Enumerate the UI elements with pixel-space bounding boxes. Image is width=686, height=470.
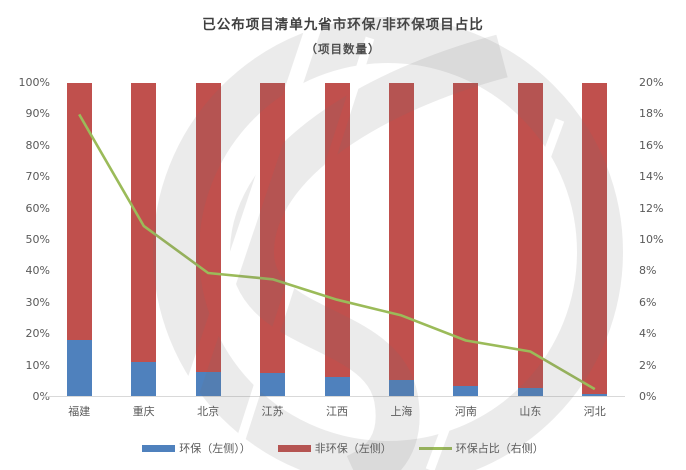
stacked-bar	[66, 83, 92, 397]
bar-segment-env	[453, 386, 479, 397]
axis-tick-label: 90%	[25, 107, 50, 121]
legend-bar-swatch-icon	[142, 444, 176, 452]
bar-segment-env	[260, 373, 286, 397]
axis-tick-label: 18%	[639, 107, 664, 121]
legend-item: 环保占比（右侧）	[418, 440, 544, 456]
axis-tick-label: 70%	[25, 170, 50, 184]
axis-tick-label: 10%	[25, 358, 50, 372]
stacked-bar	[517, 83, 543, 397]
stacked-bar	[324, 83, 350, 397]
bar-segment-env	[324, 377, 350, 397]
axis-tick-label: 6%	[639, 295, 657, 309]
category-label: 河南	[454, 405, 477, 418]
legend: 环保（左侧）） 非环保（左侧） 环保占比（右侧）	[0, 440, 686, 456]
bar-segment-non-env	[324, 83, 350, 378]
legend-line-swatch-icon	[418, 446, 452, 450]
legend-label: 环保（左侧））	[179, 442, 251, 455]
bar-segment-non-env	[260, 83, 286, 374]
bar-segment-non-env	[131, 83, 157, 363]
bar-segment-env	[195, 371, 221, 397]
axis-tick-label: 100%	[18, 76, 50, 89]
axis-tick-label: 0%	[639, 390, 657, 403]
chart-title: 已公布项目清单九省市环保/非环保项目占比	[202, 17, 484, 33]
plot-area	[47, 83, 627, 397]
category-label: 福建	[68, 405, 91, 418]
stacked-bar	[453, 83, 479, 397]
axis-tick-label: 50%	[25, 233, 50, 246]
axis-tick-label: 20%	[639, 76, 664, 89]
category-label: 重庆	[132, 405, 155, 418]
category-label: 上海	[390, 405, 413, 418]
category-label: 江西	[326, 405, 348, 418]
stacked-bar	[388, 83, 414, 397]
legend-item: 非环保（左侧）	[277, 440, 392, 456]
legend-label: 环保占比（右侧）	[455, 442, 544, 455]
stacked-bar	[260, 83, 286, 397]
axis-tick-label: 4%	[639, 327, 657, 341]
axis-tick-label: 0%	[32, 390, 50, 403]
bar-segment-env	[388, 380, 414, 397]
axis-tick-label: 10%	[639, 233, 664, 246]
bar-segment-non-env	[453, 83, 479, 386]
legend-item: 环保（左侧））	[142, 440, 251, 456]
bar-segment-non-env	[582, 83, 608, 394]
axis-tick-label: 40%	[25, 264, 50, 278]
category-label: 北京	[197, 405, 220, 418]
bar-segment-non-env	[66, 83, 92, 341]
stacked-bar	[195, 83, 221, 397]
bar-segment-env	[517, 387, 543, 397]
chart-subtitle: （项目数量）	[305, 42, 381, 56]
axis-tick-label: 16%	[639, 138, 664, 152]
legend-label: 非环保（左侧）	[314, 442, 392, 455]
axis-tick-label: 30%	[25, 295, 50, 309]
x-axis-line	[43, 396, 625, 397]
axis-tick-label: 60%	[25, 201, 50, 215]
axis-tick-label: 80%	[25, 138, 50, 152]
bar-segment-env	[66, 340, 92, 397]
axis-tick-label: 14%	[639, 170, 664, 184]
bar-segment-env	[582, 393, 608, 397]
category-label: 江苏	[261, 405, 284, 418]
stacked-bar	[131, 83, 157, 397]
stacked-bar	[582, 83, 608, 397]
axis-tick-label: 12%	[639, 201, 664, 215]
axis-tick-label: 20%	[25, 327, 50, 341]
axis-tick-label: 2%	[639, 358, 657, 372]
bar-segment-non-env	[517, 83, 543, 388]
category-label: 河北	[583, 405, 606, 418]
axis-tick-label: 8%	[639, 264, 657, 278]
bar-segment-env	[131, 362, 157, 397]
bar-segment-non-env	[388, 83, 414, 381]
bar-segment-non-env	[195, 83, 221, 372]
category-label: 山东	[519, 405, 542, 418]
legend-bar-swatch-icon	[277, 444, 311, 452]
trend-line	[78, 113, 596, 391]
